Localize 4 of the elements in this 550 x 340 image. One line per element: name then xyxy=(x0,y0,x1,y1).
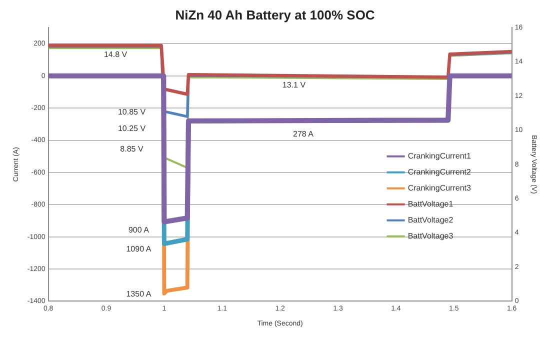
chart-title: NiZn 40 Ah Battery at 100% SOC xyxy=(175,7,376,22)
annotation: 14.8 V xyxy=(104,50,128,60)
annotation: 1090 A xyxy=(126,244,152,254)
annotation: 1350 A xyxy=(126,290,152,299)
